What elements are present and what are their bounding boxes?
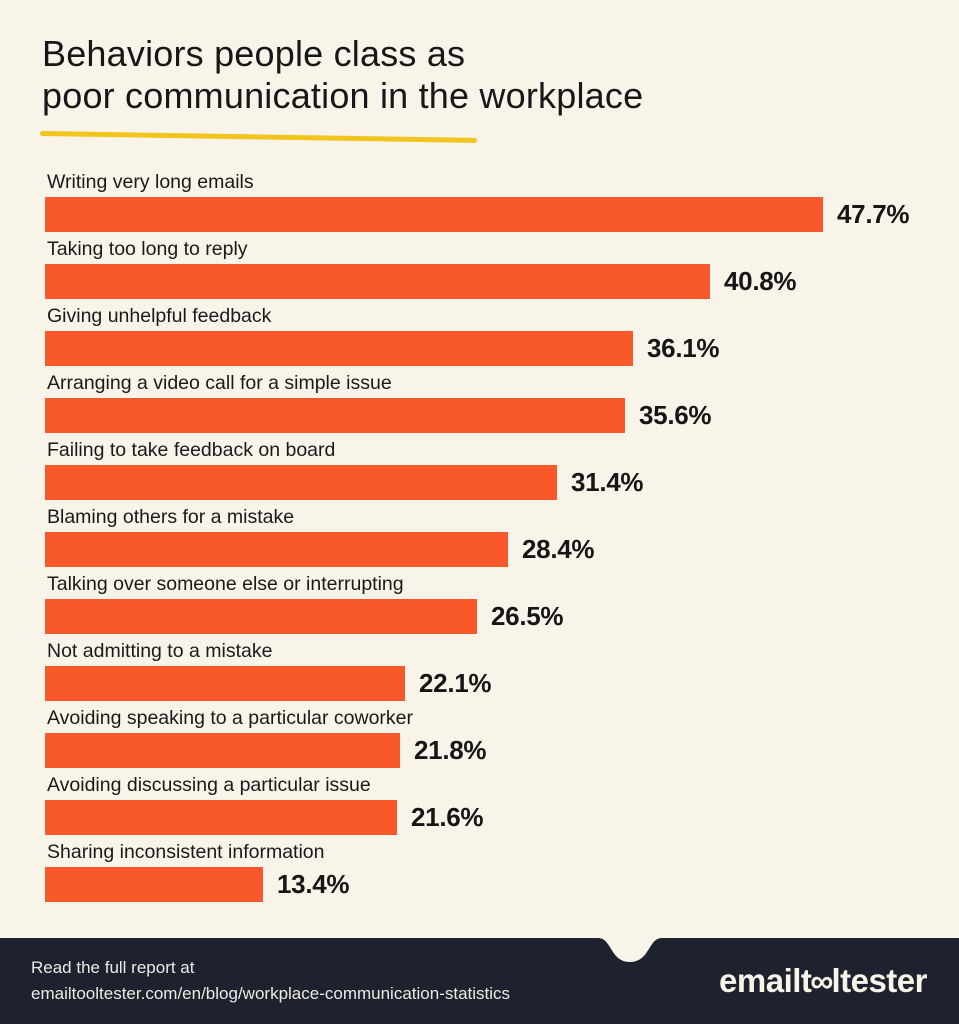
- bar-row: Avoiding speaking to a particular cowork…: [45, 706, 935, 773]
- bar: [45, 800, 397, 835]
- bar: [45, 465, 557, 500]
- bar-line: 13.4%: [45, 867, 935, 902]
- bar-chart: Writing very long emails 47.7% Taking too …: [45, 170, 935, 907]
- bar: [45, 264, 710, 299]
- bar-row: Blaming others for a mistake 28.4%: [45, 505, 935, 572]
- footer-report-line1: Read the full report at: [31, 958, 195, 977]
- bar-category-label: Avoiding discussing a particular issue: [47, 774, 371, 796]
- bar-line: 21.6%: [45, 800, 935, 835]
- bar-category-label: Not admitting to a mistake: [47, 640, 273, 662]
- bar-category-label: Avoiding speaking to a particular cowork…: [47, 707, 414, 729]
- bar-line: 36.1%: [45, 331, 935, 366]
- bar-row: Giving unhelpful feedback 36.1%: [45, 304, 935, 371]
- bar: [45, 532, 508, 567]
- bar-row: Talking over someone else or interruptin…: [45, 572, 935, 639]
- bar: [45, 197, 823, 232]
- bar-value-label: 36.1%: [647, 333, 720, 363]
- footer-report-url: emailtooltester.com/en/blog/workplace-co…: [31, 984, 511, 1003]
- bar-line: 47.7%: [45, 197, 935, 232]
- bar-value-label: 35.6%: [639, 400, 712, 430]
- bar-row: Writing very long emails 47.7%: [45, 170, 935, 237]
- brand-logo: emailt∞ltester: [719, 962, 927, 1000]
- bar-line: 21.8%: [45, 733, 935, 768]
- bar-category-label: Giving unhelpful feedback: [47, 305, 272, 327]
- bar-category-label: Talking over someone else or interruptin…: [47, 573, 404, 595]
- bar-row: Arranging a video call for a simple issu…: [45, 371, 935, 438]
- page-title-line1: Behaviors people class as: [42, 33, 466, 74]
- bar: [45, 733, 400, 768]
- bar-row: Avoiding discussing a particular issue 21…: [45, 773, 935, 840]
- bar-value-label: 21.6%: [411, 802, 484, 832]
- footer-notch-shape: [598, 938, 662, 962]
- bar-value-label: 40.8%: [724, 266, 797, 296]
- bar-category-label: Taking too long to reply: [47, 238, 248, 260]
- bar: [45, 398, 625, 433]
- footer: Read the full report at emailtooltester.c…: [0, 938, 959, 1024]
- bar-row: Sharing inconsistent information 13.4%: [45, 840, 935, 907]
- bar-value-label: 22.1%: [419, 668, 492, 698]
- page-title: Behaviors people class as poor communicat…: [42, 33, 643, 117]
- brand-logo-suffix: ltester: [831, 962, 927, 999]
- bar: [45, 666, 405, 701]
- bar-category-label: Writing very long emails: [47, 171, 254, 193]
- bar-row: Not admitting to a mistake 22.1%: [45, 639, 935, 706]
- bar-line: 31.4%: [45, 465, 935, 500]
- bar-value-label: 21.8%: [414, 735, 487, 765]
- bar-line: 28.4%: [45, 532, 935, 567]
- bar: [45, 867, 263, 902]
- bar-line: 35.6%: [45, 398, 935, 433]
- bar-category-label: Blaming others for a mistake: [47, 506, 295, 528]
- bar-value-label: 13.4%: [277, 869, 350, 899]
- page-title-line2: poor communication in the workplace: [42, 75, 644, 116]
- bar: [45, 331, 633, 366]
- bar-category-label: Sharing inconsistent information: [47, 841, 325, 863]
- bar-line: 40.8%: [45, 264, 935, 299]
- bar-category-label: Arranging a video call for a simple issu…: [47, 372, 392, 394]
- infinity-icon: ∞: [810, 963, 833, 999]
- bar-value-label: 47.7%: [837, 199, 910, 229]
- footer-report-link: Read the full report at emailtooltester.c…: [31, 955, 510, 1007]
- brand-logo-prefix: emailt: [719, 962, 812, 999]
- bar-line: 26.5%: [45, 599, 935, 634]
- bar-row: Failing to take feedback on board 31.4%: [45, 438, 935, 505]
- bar: [45, 599, 477, 634]
- bar-value-label: 31.4%: [571, 467, 644, 497]
- title-underline-accent: [39, 131, 477, 143]
- bar-value-label: 28.4%: [522, 534, 595, 564]
- bar-value-label: 26.5%: [491, 601, 564, 631]
- bar-row: Taking too long to reply 40.8%: [45, 237, 935, 304]
- bar-category-label: Failing to take feedback on board: [47, 439, 336, 461]
- bar-line: 22.1%: [45, 666, 935, 701]
